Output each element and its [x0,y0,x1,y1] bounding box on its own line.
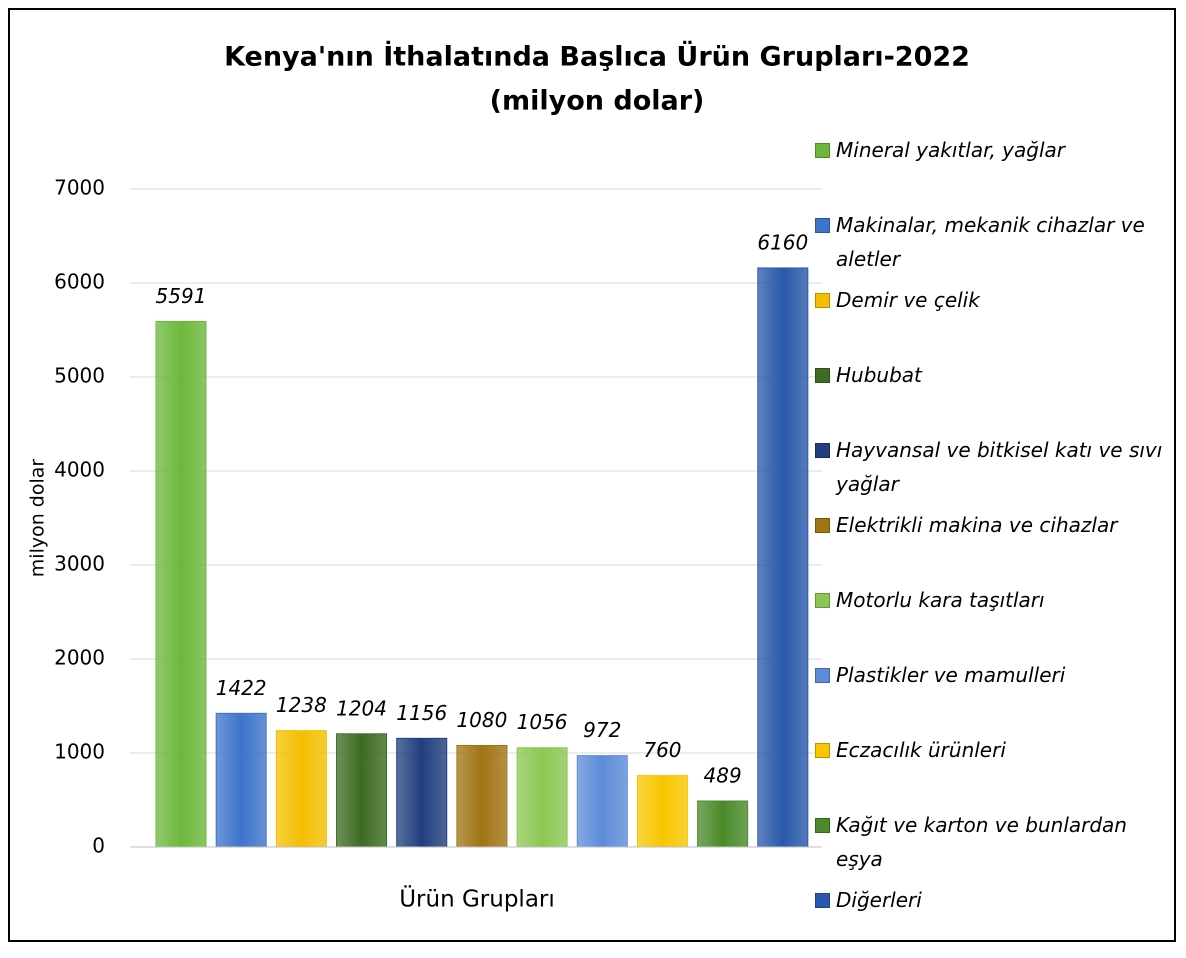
legend-label: Plastikler ve mamulleri [836,663,1066,687]
legend-swatch [815,518,830,533]
legend-item: Demir ve çelik [815,283,1175,358]
legend-item: Makinalar, mekanik cihazlar ve aletler [815,208,1175,283]
legend-label: Mineral yakıtlar, yağlar [836,138,1065,162]
legend-swatch [815,293,830,308]
legend-swatch [815,143,830,158]
legend-item: Hububat [815,358,1175,433]
data-label: 1080 [456,708,507,732]
legend-item: Diğerleri [815,883,1175,958]
data-label: 760 [643,738,681,762]
legend-swatch [815,893,830,908]
legend-item: Plastikler ve mamulleri [815,658,1175,733]
data-label: 489 [704,764,742,788]
y-tick-label: 2000 [54,646,105,670]
legend-label: Eczacılık ürünleri [836,738,1006,762]
y-tick-label: 3000 [54,552,105,576]
legend-swatch [815,593,830,608]
legend: Mineral yakıtlar, yağlar Makinalar, mekan… [815,133,1175,958]
y-axis-label: milyon dolar [27,459,49,578]
data-label: 5591 [156,284,207,308]
data-label: 972 [583,718,621,742]
legend-item: Eczacılık ürünleri [815,733,1175,808]
bar [576,755,628,848]
legend-item: Kağıt ve karton ve bunlardan eşya [815,808,1175,883]
legend-item: Elektrikli makina ve cihazlar [815,508,1175,583]
legend-label: Motorlu kara taşıtları [836,588,1045,612]
chart-subtitle: (milyon dolar) [490,86,705,117]
y-tick-label: 4000 [54,458,105,482]
legend-swatch [815,668,830,683]
legend-swatch [815,743,830,758]
bar [456,744,508,848]
bar [636,775,688,848]
data-label: 1056 [517,710,568,734]
bar [697,800,749,848]
bar [757,267,809,848]
legend-item: Mineral yakıtlar, yağlar [815,133,1175,208]
bar [275,730,327,848]
legend-label: Demir ve çelik [836,288,980,312]
bar [215,712,267,848]
legend-swatch [815,218,830,233]
legend-label: Diğerleri [836,888,922,912]
y-tick-label: 0 [92,834,105,858]
legend-label: Kağıt ve karton ve bunlardan eşya [836,813,1127,871]
legend-item: Hayvansal ve bitkisel katı ve sıvı yağla… [815,433,1175,508]
legend-swatch [815,368,830,383]
data-label: 1204 [336,696,387,720]
legend-swatch [815,443,830,458]
x-axis-label: Ürün Grupları [399,885,555,913]
legend-item: Motorlu kara taşıtları [815,583,1175,658]
y-tick-label: 1000 [54,740,105,764]
bar [336,733,388,848]
data-label: 6160 [757,230,808,254]
data-label: 1238 [276,693,327,717]
bar [155,320,207,848]
data-label: 1422 [216,676,267,700]
legend-label: Makinalar, mekanik cihazlar ve aletler [836,213,1145,271]
legend-label: Elektrikli makina ve cihazlar [836,513,1118,537]
legend-swatch [815,818,830,833]
y-tick-label: 7000 [54,176,105,200]
bar [396,737,448,848]
y-tick-label: 5000 [54,364,105,388]
bar [516,747,568,848]
chart-title: Kenya'nın İthalatında Başlıca Ürün Grupl… [224,40,970,73]
chart-frame [8,8,1176,942]
legend-label: Hayvansal ve bitkisel katı ve sıvı yağla… [836,438,1163,496]
y-tick-label: 6000 [54,270,105,294]
legend-label: Hububat [836,363,922,387]
data-label: 1156 [396,701,447,725]
